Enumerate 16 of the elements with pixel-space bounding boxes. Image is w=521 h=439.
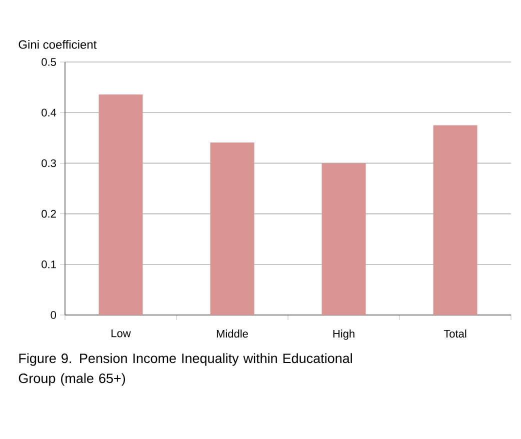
y-tick-label: 0.4 <box>42 108 56 116</box>
bar <box>210 142 254 315</box>
y-tick-label: 0.3 <box>42 159 56 168</box>
y-axis-title: Gini coefficient <box>18 40 97 49</box>
x-tick-label: Middle <box>216 330 248 338</box>
text: Figure 9. Pension Income Inequality within Educational Group (male 65+) <box>18 353 352 386</box>
y-tick-label: 0.1 <box>42 260 56 268</box>
x-tick-label: High <box>333 330 354 340</box>
bar <box>322 163 366 315</box>
x-tick-label: Low <box>112 330 131 338</box>
y-tick-label: 0.5 <box>42 58 56 66</box>
y-tick-label: 0 <box>50 311 56 319</box>
x-tick-label: Total <box>444 330 466 338</box>
bar <box>433 125 478 315</box>
bar <box>98 94 143 315</box>
y-tick-label: 0.2 <box>42 210 56 218</box>
